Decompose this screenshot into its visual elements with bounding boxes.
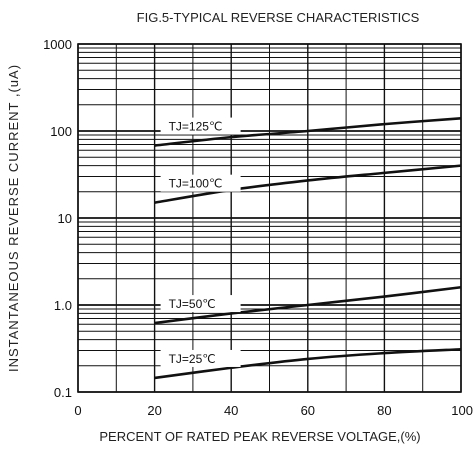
grid [77,43,462,393]
x-tick-label: 60 [301,403,315,418]
y-axis-ticks: 0.1 1.0 10 100 1000 [43,37,72,400]
series-label-background [160,117,241,135]
series-label-background [160,174,241,192]
plot-frame [77,43,462,393]
series-label: TJ=25℃ [169,352,216,366]
x-tick-label: 40 [224,403,238,418]
series-group: TJ=125℃ TJ=100℃ TJ=50℃ TJ=25℃ [154,116,462,380]
series-label-background [160,295,241,313]
y-tick-label: 0.1 [54,385,72,400]
series-line [154,347,462,380]
series-line [154,116,462,147]
series-label: TJ=50℃ [169,297,216,311]
chart-title: FIG.5-TYPICAL REVERSE CHARACTERISTICS [137,10,420,25]
series-label-background [160,349,241,367]
x-tick-label: 80 [377,403,391,418]
y-tick-label: 100 [50,124,72,139]
series-label: TJ=125℃ [169,120,223,134]
series-line [154,285,462,325]
y-tick-label: 1000 [43,37,72,52]
x-axis-label: PERCENT OF RATED PEAK REVERSE VOLTAGE,(%… [99,429,420,444]
y-tick-label: 10 [58,211,72,226]
series-label: TJ=100℃ [169,177,223,191]
x-tick-label: 20 [147,403,161,418]
x-axis-ticks: 0 20 40 60 80 100 [74,403,473,418]
series-line [154,164,462,204]
x-tick-label: 100 [451,403,473,418]
y-axis-label: INSTANTANEOUS REVERSE CURRENT ,(uA) [6,64,21,372]
y-tick-label: 1.0 [54,298,72,313]
x-tick-label: 0 [74,403,81,418]
